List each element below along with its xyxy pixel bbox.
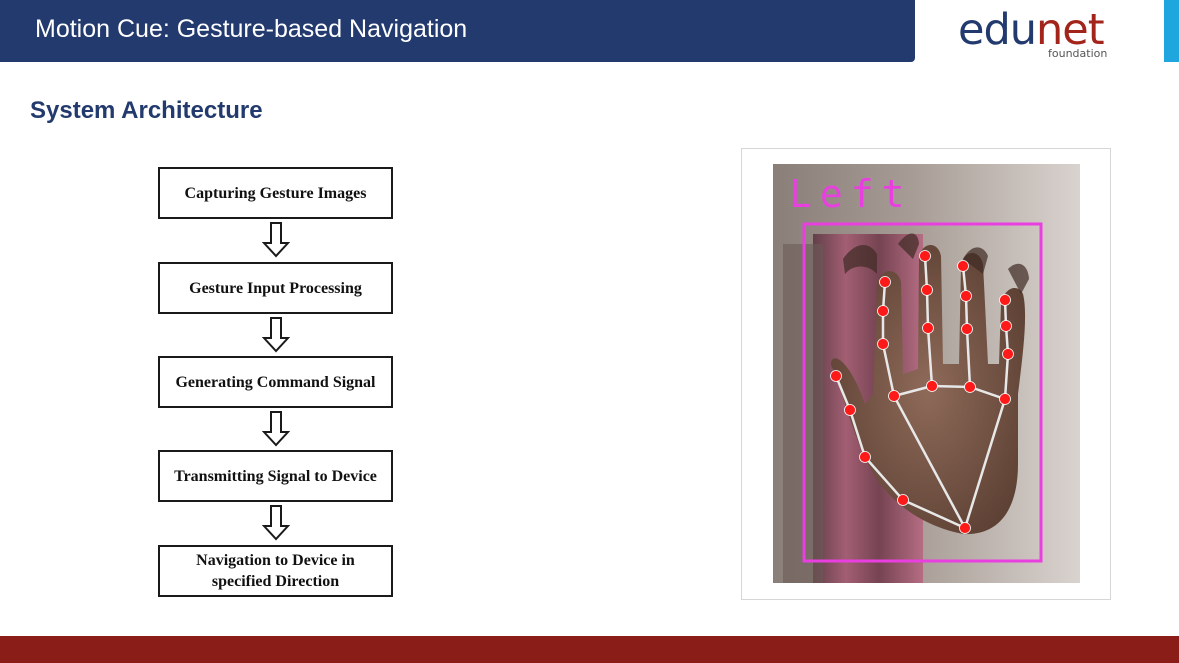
landmark-point xyxy=(999,294,1011,306)
accent-tab xyxy=(1164,0,1179,62)
landmark-point xyxy=(964,381,976,393)
landmark-point xyxy=(960,290,972,302)
edunet-logo: edunet foundation xyxy=(958,6,1128,66)
logo-net-text: net xyxy=(1036,5,1105,55)
flow-step-transmit: Transmitting Signal to Device xyxy=(158,450,393,502)
flow-step-navigation: Navigation to Device in specified Direct… xyxy=(158,545,393,597)
landmark-point xyxy=(877,338,889,350)
landmark-point xyxy=(919,250,931,262)
logo-edu-text: edu xyxy=(958,5,1037,55)
down-arrow-icon xyxy=(262,411,290,447)
landmark-point xyxy=(961,323,973,335)
landmark-point xyxy=(844,404,856,416)
landmark-point xyxy=(999,393,1011,405)
landmark-point xyxy=(859,451,871,463)
landmark-point xyxy=(830,370,842,382)
flow-step-processing: Gesture Input Processing xyxy=(158,262,393,314)
section-title: System Architecture xyxy=(30,97,263,124)
landmark-point xyxy=(897,494,909,506)
landmark-point xyxy=(1002,348,1014,360)
slide-title: Motion Cue: Gesture-based Navigation xyxy=(35,15,468,43)
landmark-point xyxy=(926,380,938,392)
detection-box xyxy=(802,222,1043,563)
hand-tracking-image: Left xyxy=(773,164,1080,583)
down-arrow-icon xyxy=(262,222,290,258)
flow-step-command: Generating Command Signal xyxy=(158,356,393,408)
logo-foundation-text: foundation xyxy=(1048,47,1108,60)
landmark-point xyxy=(1000,320,1012,332)
flow-step-capture: Capturing Gesture Images xyxy=(158,167,393,219)
landmark-point xyxy=(877,305,889,317)
landmark-point xyxy=(959,522,971,534)
handedness-label: Left xyxy=(789,172,913,216)
landmark-point xyxy=(879,276,891,288)
footer-bar xyxy=(0,636,1179,663)
landmark-point xyxy=(957,260,969,272)
landmark-point xyxy=(888,390,900,402)
down-arrow-icon xyxy=(262,317,290,353)
finger-shadows xyxy=(843,233,1029,294)
landmark-point xyxy=(921,284,933,296)
header-bar: Motion Cue: Gesture-based Navigation xyxy=(0,0,915,62)
logo-wordmark: edunet xyxy=(958,5,1105,55)
landmark-point xyxy=(922,322,934,334)
hand-landmarks xyxy=(830,250,1014,534)
down-arrow-icon xyxy=(262,505,290,541)
